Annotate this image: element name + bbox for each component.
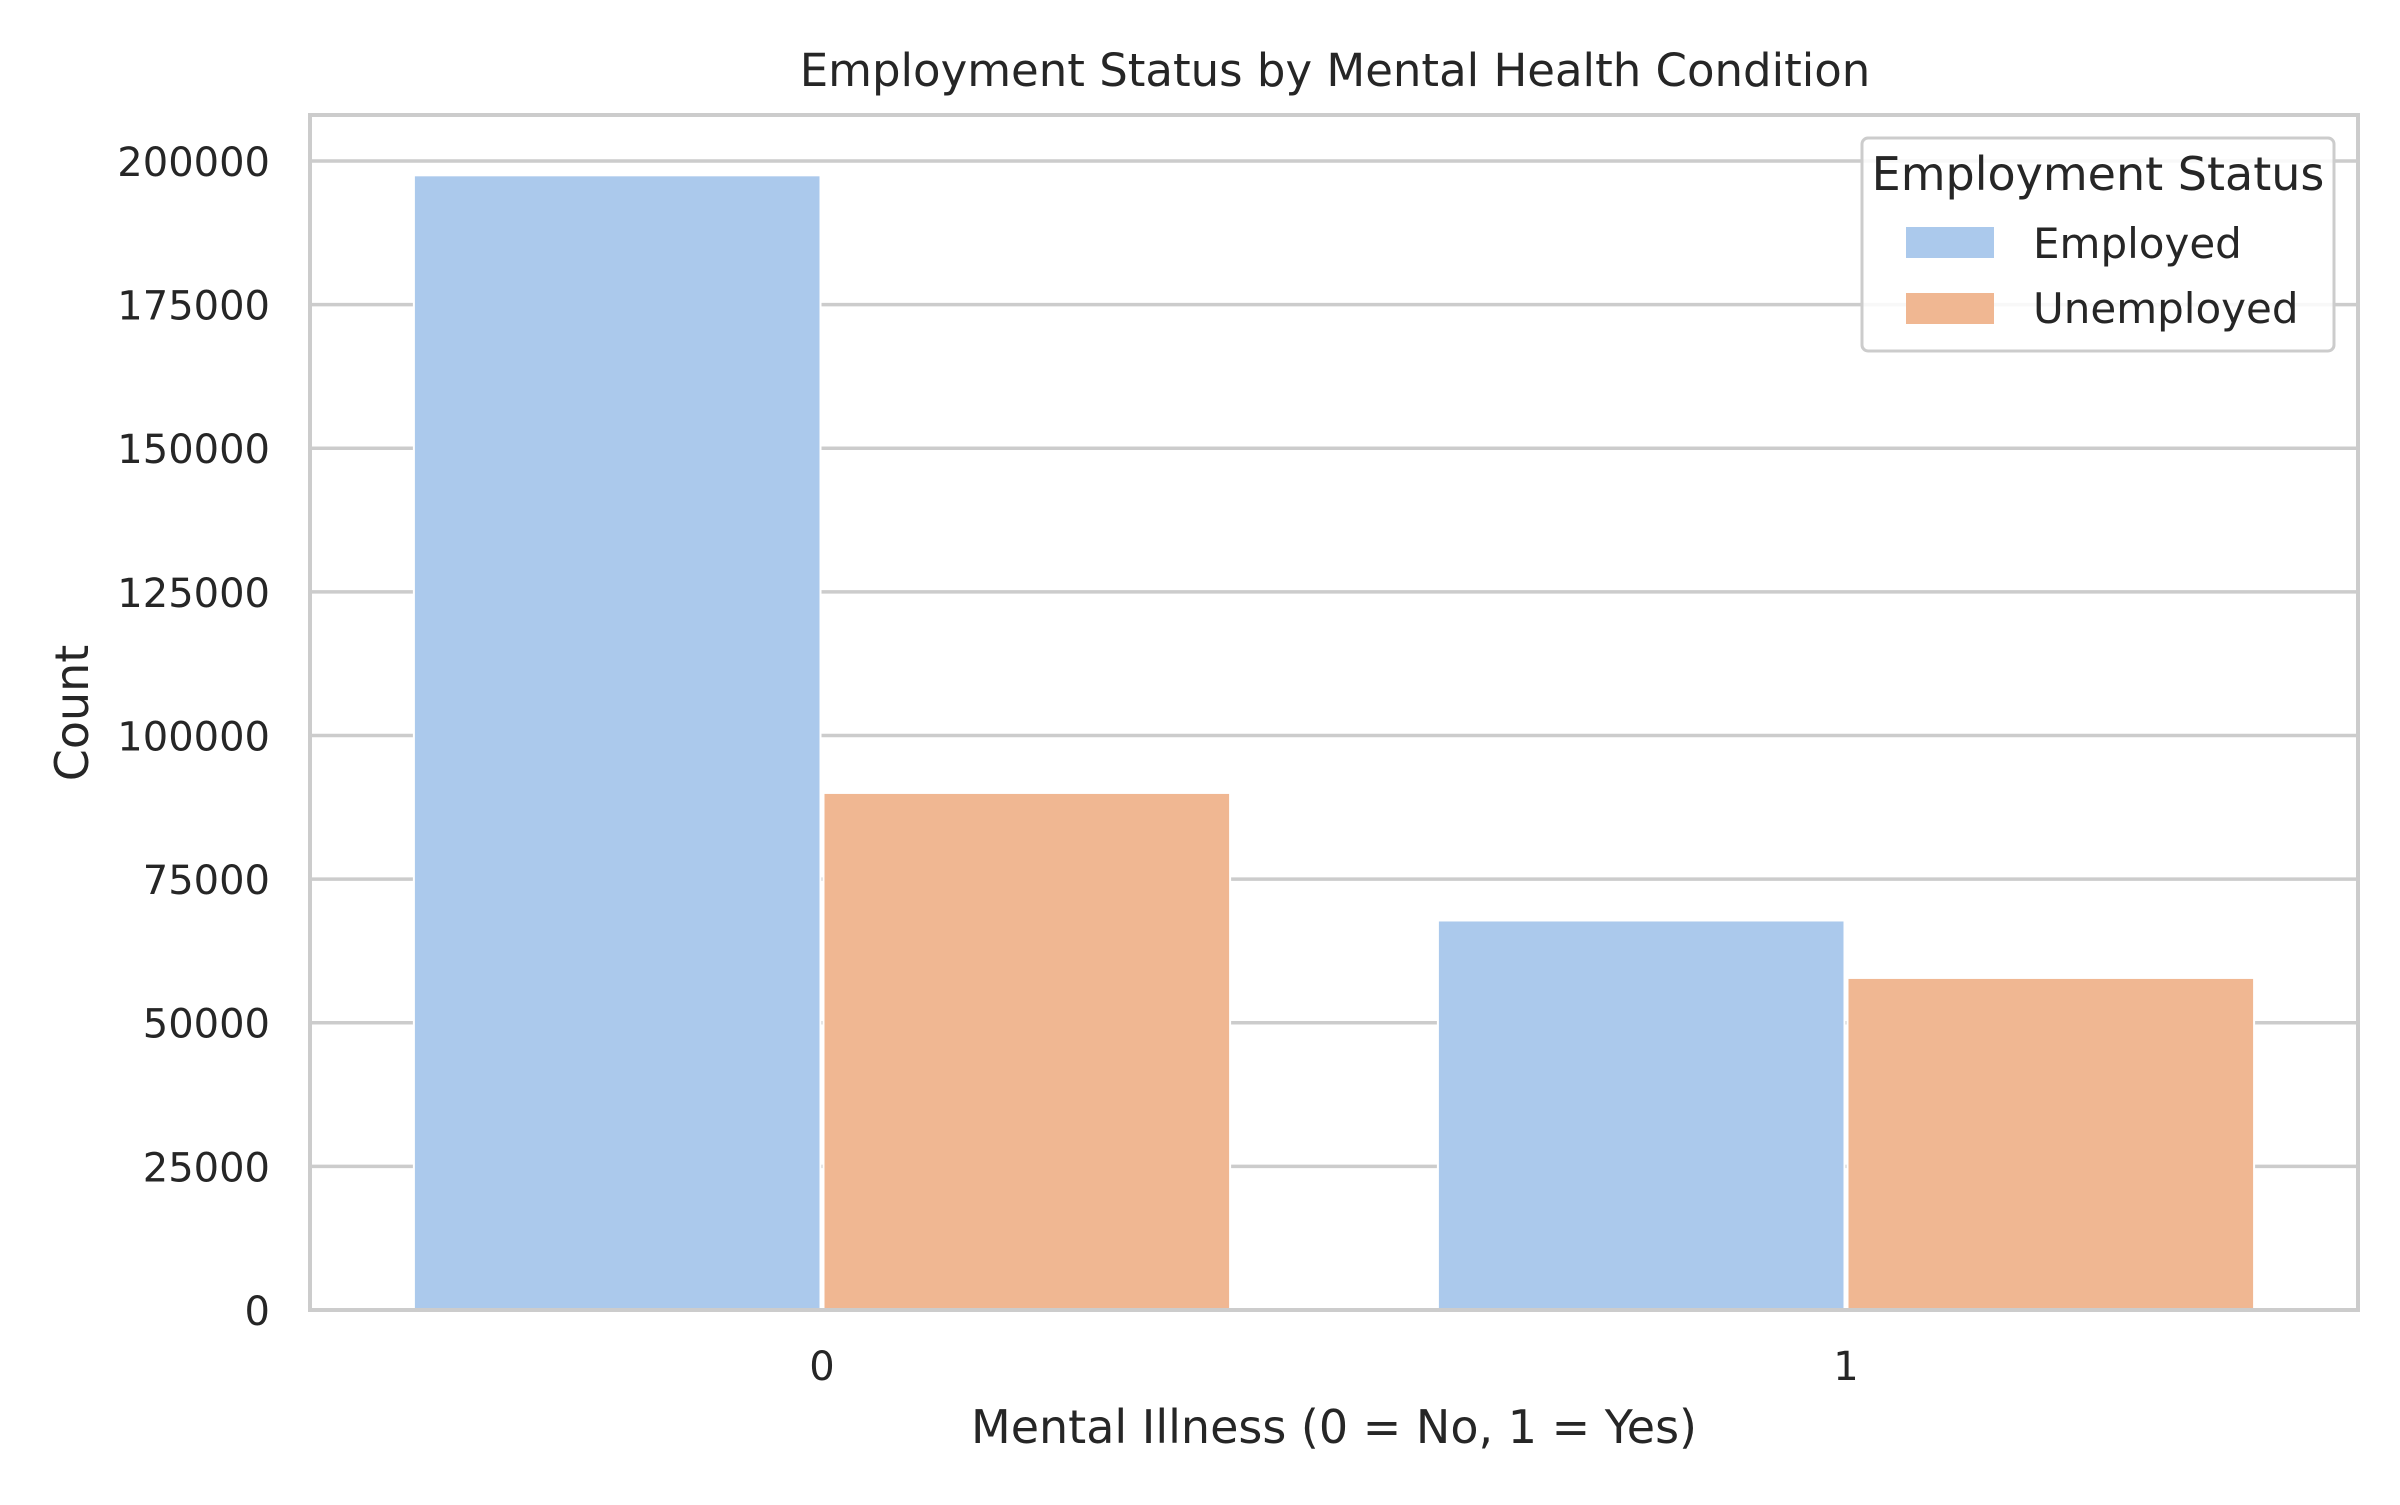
legend-swatch-unemployed (1906, 293, 1994, 324)
bar-employed-1 (1436, 919, 1846, 1311)
x-axis-label: Mental Illness (0 = No, 1 = Yes) (971, 1400, 1697, 1454)
legend: Employment Status Employed Unemployed (1860, 136, 2336, 353)
y-tick-label: 125000 (117, 571, 270, 617)
y-axis-label: Count (45, 645, 99, 782)
bar-unemployed-1 (1846, 976, 2256, 1311)
bar-employed-0 (412, 174, 822, 1312)
legend-label-employed: Employed (2033, 219, 2242, 268)
y-tick-label: 175000 (117, 284, 270, 330)
legend-swatch-employed (1906, 227, 1994, 258)
y-tick-label: 200000 (117, 140, 270, 186)
y-tick-label: 100000 (117, 714, 270, 760)
y-tick-label: 0 (245, 1289, 270, 1335)
plot-frame (308, 113, 2360, 1312)
chart-title: Employment Status by Mental Health Condi… (800, 44, 1871, 97)
bars (412, 174, 2256, 1312)
bar-unemployed-0 (822, 791, 1232, 1311)
y-tick-label: 150000 (117, 427, 270, 473)
y-tick-labels: 0 25000 50000 75000 100000 125000 150000 175000… (117, 140, 270, 1335)
y-tick-label: 50000 (143, 1002, 270, 1048)
legend-label-unemployed: Unemployed (2033, 284, 2299, 333)
legend-title: Employment Status (1872, 147, 2325, 201)
y-tick-label: 75000 (143, 858, 270, 904)
x-tick-label: 1 (1833, 1344, 1858, 1390)
y-tick-label: 25000 (143, 1145, 270, 1191)
x-tick-label: 0 (809, 1344, 834, 1390)
